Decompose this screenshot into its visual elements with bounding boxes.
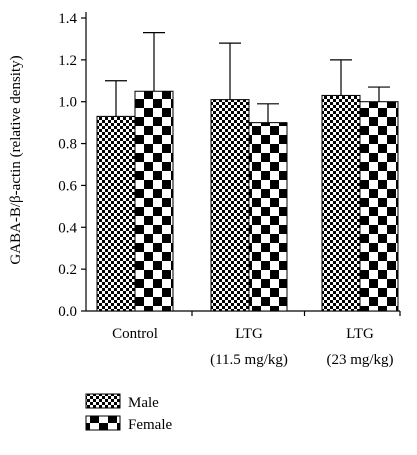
y-tick-label: 0.2 (58, 262, 77, 278)
x-tick-label: Control (112, 326, 158, 342)
bar-male-2 (321, 94, 361, 312)
legend-label-male: Male (128, 395, 159, 411)
legend-swatch-female (85, 415, 121, 431)
y-tick-label: 1.2 (58, 53, 77, 69)
x-tick-label-sub: (11.5 mg/kg) (210, 352, 288, 368)
error-bars (105, 32, 390, 123)
x-tick-labels: Control LTG (11.5 mg/kg) LTG (23 mg/kg) (112, 326, 393, 368)
x-tick-label: LTG (235, 326, 263, 342)
y-tick-label: 0.8 (58, 137, 77, 153)
y-tick-label: 1.0 (58, 95, 77, 111)
y-tick-label: 0.6 (58, 178, 77, 194)
x-tick-label-sub: (23 mg/kg) (326, 352, 393, 368)
x-tick-label: LTG (346, 326, 374, 342)
bar-male-1 (210, 99, 250, 312)
bar-male-0 (96, 115, 136, 312)
y-tick-label: 0.0 (58, 304, 77, 320)
legend-swatch-male (85, 393, 121, 409)
y-tick-label: 0.4 (58, 220, 77, 236)
y-tick-label: 1.4 (58, 11, 77, 27)
legend-label-female: Female (128, 417, 172, 433)
bar-female-2 (359, 101, 399, 312)
bar-female-1 (248, 122, 288, 312)
y-tick-labels: 0.0 0.2 0.4 0.6 0.8 1.0 1.2 1.4 (58, 11, 77, 320)
bars (96, 90, 399, 312)
bar-female-0 (134, 90, 174, 312)
y-axis-title: GABA-B/β-actin (relative density) (8, 55, 24, 264)
legend: Male Female (85, 393, 172, 433)
